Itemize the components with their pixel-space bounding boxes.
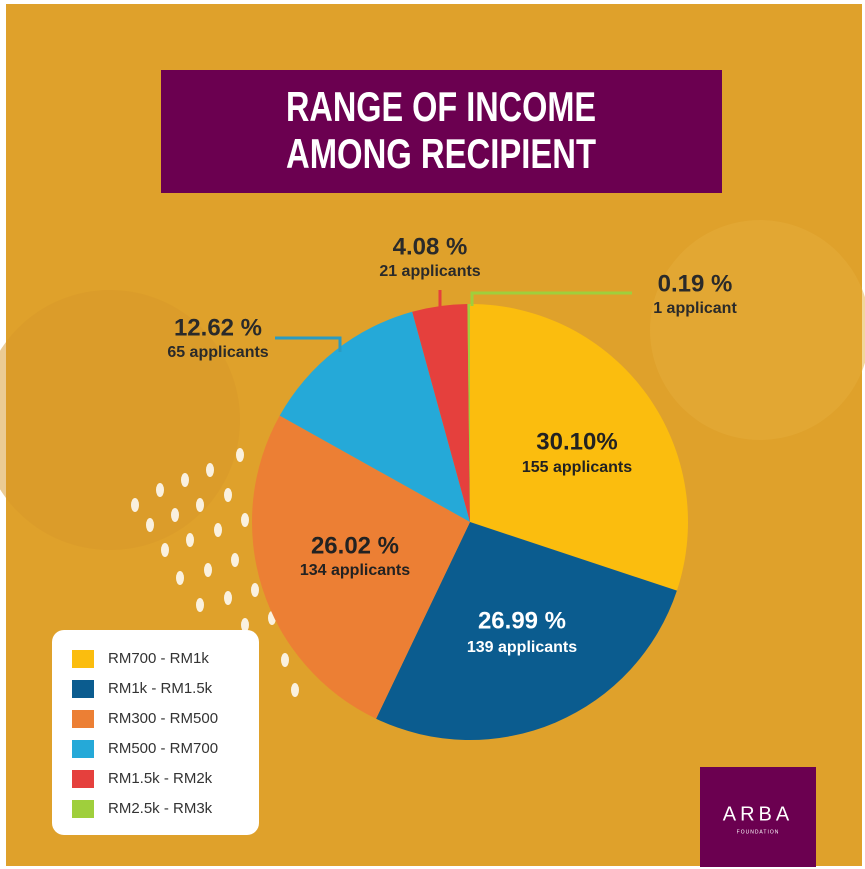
dot-pattern bbox=[131, 448, 299, 697]
value-label: 0.19 % bbox=[658, 270, 733, 297]
legend-swatch bbox=[72, 740, 94, 758]
legend-swatch bbox=[72, 800, 94, 818]
pie-slice bbox=[470, 304, 688, 591]
chart-title: AMONG RECIPIENT bbox=[286, 130, 596, 177]
value-sublabel: 155 applicants bbox=[522, 459, 632, 476]
value-label: 30.10% bbox=[536, 428, 617, 455]
chart-title: RANGE OF INCOME bbox=[286, 83, 596, 130]
pie-slice bbox=[467, 304, 470, 522]
legend-label: RM1.5k - RM2k bbox=[108, 770, 213, 787]
background-shape bbox=[0, 290, 240, 550]
value-sublabel: 21 applicants bbox=[379, 263, 480, 280]
pie-slice bbox=[376, 522, 677, 740]
legend-label: RM2.5k - RM3k bbox=[108, 800, 213, 817]
logo-box bbox=[700, 767, 816, 867]
background-shape bbox=[650, 220, 865, 440]
leader-line bbox=[275, 336, 342, 352]
value-sublabel: 65 applicants bbox=[167, 344, 268, 361]
legend-label: RM300 - RM500 bbox=[108, 710, 218, 727]
value-label: 4.08 % bbox=[393, 233, 468, 260]
legend: RM700 - RM1k RM1k - RM1.5k RM300 - RM500 RM… bbox=[72, 650, 218, 818]
logo-subtitle: FOUNDATION bbox=[737, 829, 780, 835]
legend-label: RM700 - RM1k bbox=[108, 650, 209, 667]
pie-slice bbox=[412, 304, 470, 522]
leader-line bbox=[470, 291, 632, 306]
legend-swatch bbox=[72, 650, 94, 668]
legend-box bbox=[52, 630, 259, 835]
pie-slice bbox=[252, 415, 470, 719]
title-box bbox=[161, 70, 722, 193]
data-labels: 30.10% 155 applicants 26.99 % 139 applicant… bbox=[167, 233, 737, 656]
value-label: 26.99 % bbox=[478, 607, 566, 634]
value-sublabel: 139 applicants bbox=[467, 639, 577, 656]
pie bbox=[252, 304, 688, 740]
legend-swatch bbox=[72, 770, 94, 788]
legend-swatch bbox=[72, 680, 94, 698]
logo-name: ARBA bbox=[723, 803, 793, 825]
pie-slice bbox=[279, 311, 470, 522]
value-sublabel: 134 applicants bbox=[300, 562, 410, 579]
value-label: 26.02 % bbox=[311, 532, 399, 559]
legend-swatch bbox=[72, 710, 94, 728]
value-sublabel: 1 applicant bbox=[653, 300, 737, 317]
legend-label: RM1k - RM1.5k bbox=[108, 680, 213, 697]
value-label: 12.62 % bbox=[174, 314, 262, 341]
legend-label: RM500 - RM700 bbox=[108, 740, 218, 757]
